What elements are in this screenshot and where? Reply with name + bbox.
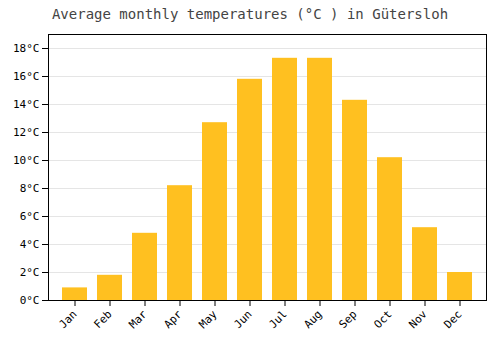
svg-text:0°C: 0°C [20,294,40,307]
svg-text:14°C: 14°C [13,98,40,111]
svg-text:Feb: Feb [91,308,114,331]
svg-text:10°C: 10°C [13,154,40,167]
svg-text:Jan: Jan [56,308,79,331]
svg-text:Mar: Mar [126,307,150,331]
svg-text:Dec: Dec [441,308,464,331]
svg-text:Jul: Jul [266,308,289,331]
svg-text:16°C: 16°C [13,70,40,83]
html-text:Average monthly temperatures (: Average monthly temperatures (°C ) in Gü… [51,6,449,22]
svg-text:18°C: 18°C [13,42,40,55]
svg-text:Oct: Oct [371,308,394,331]
svg-text:2°C: 2°C [20,266,40,279]
svg-text:Jun: Jun [231,308,254,331]
svg-text:Sep: Sep [336,308,359,331]
svg-text:Apr: Apr [161,307,185,331]
svg-text:12°C: 12°C [13,126,40,139]
svg-text:6°C: 6°C [20,210,40,223]
svg-text:4°C: 4°C [20,238,40,251]
svg-text:8°C: 8°C [20,182,40,195]
svg-text:Nov: Nov [406,307,430,331]
svg-text:May: May [196,307,220,331]
svg-text:Aug: Aug [301,308,324,331]
